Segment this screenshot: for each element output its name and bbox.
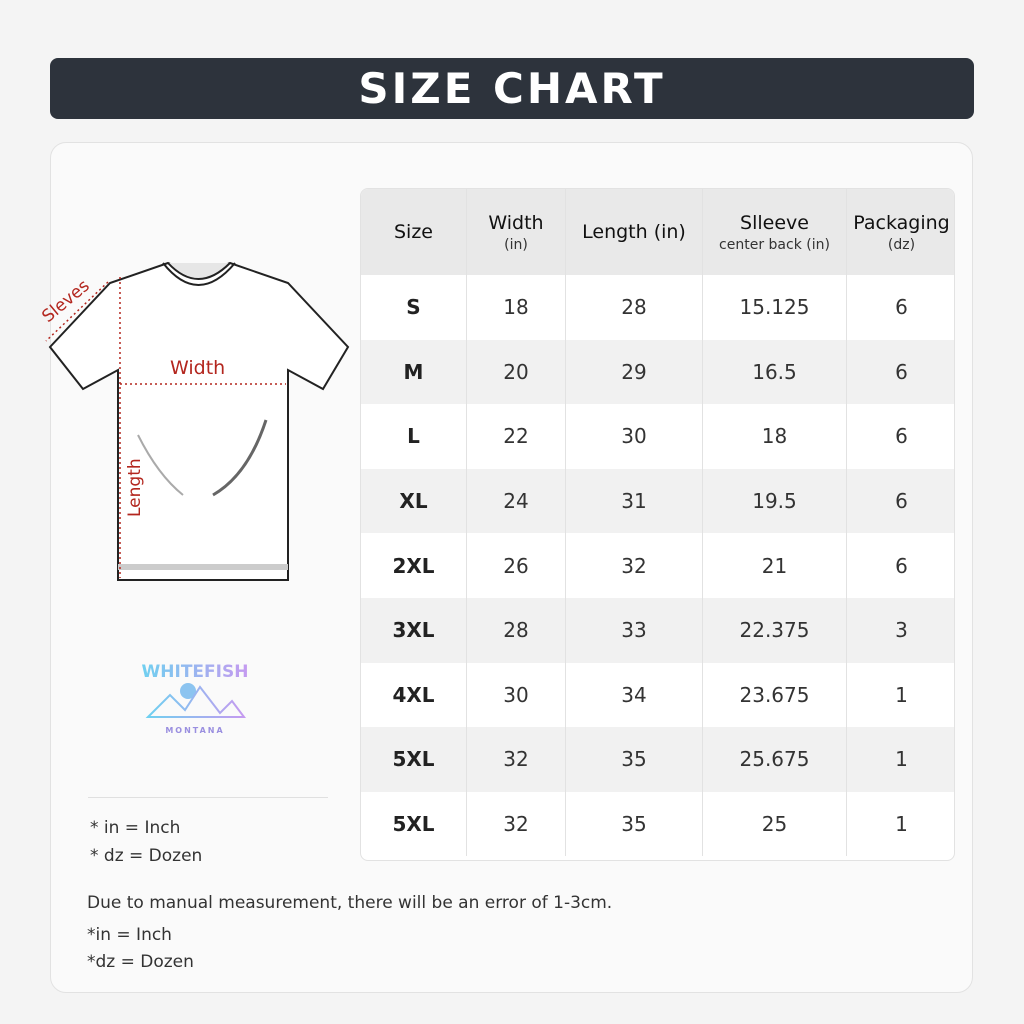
table-row: M 20 29 16.5 6 (361, 339, 954, 405)
cell-packaging: 1 (895, 812, 908, 837)
cell-packaging: 1 (895, 747, 908, 772)
cell-sleeve: 18 (703, 404, 847, 469)
cell-length: 34 (566, 662, 703, 728)
page-title: SIZE CHART (358, 64, 666, 113)
cell-size: L (361, 404, 467, 469)
table-row: S 18 28 15.125 6 (361, 275, 954, 340)
collar (167, 262, 231, 280)
cell-length: 35 (566, 727, 703, 792)
cell-size: 5XL (361, 727, 467, 792)
cell-length: 31 (566, 468, 703, 534)
cell-packaging: 1 (895, 682, 908, 707)
table-row: L 22 30 18 6 (361, 404, 954, 469)
table-row: 4XL 30 34 23.675 1 (361, 662, 954, 728)
legend-dozen: * dz = Dozen (90, 846, 203, 866)
header-length: Length (in) (566, 189, 703, 275)
header-width: Width (in) (467, 189, 566, 275)
cell-sleeve: 23.675 (703, 662, 847, 728)
cell-sleeve: 15.125 (703, 275, 847, 340)
cell-packaging: 6 (895, 359, 908, 384)
footer-note-dozen: *dz = Dozen (87, 952, 194, 972)
header-packaging: Packaging (dz) (853, 211, 950, 253)
table-row: 5XL 32 35 25.675 1 (361, 727, 954, 792)
cell-length: 33 (566, 597, 703, 663)
cell-packaging: 6 (895, 489, 908, 514)
cell-width: 30 (467, 662, 566, 728)
cell-sleeve: 16.5 (703, 339, 847, 405)
table-header-row: Size Width (in) Length (in) Slleeve center… (361, 189, 954, 275)
header-size: Size (361, 189, 467, 275)
cell-size: 3XL (361, 597, 467, 663)
length-label: Length (125, 458, 145, 517)
cell-size: 2XL (361, 533, 467, 598)
cell-sleeve: 25 (703, 791, 847, 857)
cell-packaging: 6 (895, 553, 908, 578)
cell-size: 5XL (361, 791, 467, 857)
cell-packaging: 3 (895, 618, 908, 643)
whitefish-logo: WHITEFISH MONTANA (142, 662, 249, 735)
cell-width: 24 (467, 468, 566, 534)
cell-width: 28 (467, 597, 566, 663)
cell-size: M (361, 339, 467, 405)
cell-width: 26 (467, 533, 566, 598)
cell-sleeve: 25.675 (703, 727, 847, 792)
divider (88, 797, 328, 798)
disclaimer: Due to manual measurement, there will be… (87, 893, 613, 913)
header-sleeve: Slleeve center back (in) (703, 189, 847, 275)
cell-width: 32 (467, 727, 566, 792)
cell-length: 28 (566, 275, 703, 340)
title-bar: SIZE CHART (50, 58, 974, 119)
cell-sleeve: 19.5 (703, 468, 847, 534)
logo-top-text: WHITEFISH (142, 662, 249, 682)
tshirt-diagram: Width Length Sleves (38, 261, 350, 581)
cell-length: 35 (566, 791, 703, 857)
cell-length: 29 (566, 339, 703, 405)
table-row: XL 24 31 19.5 6 (361, 468, 954, 534)
cell-length: 30 (566, 404, 703, 469)
sleeve-measure-line (45, 281, 109, 342)
table-row: 3XL 28 33 22.375 3 (361, 597, 954, 663)
footer-note-inch: *in = Inch (87, 925, 172, 945)
width-label: Width (170, 357, 225, 379)
cell-size: S (361, 275, 467, 340)
cell-sleeve: 22.375 (703, 597, 847, 663)
cell-width: 22 (467, 404, 566, 469)
table-row: 5XL 32 35 25 1 (361, 791, 954, 857)
cell-size: 4XL (361, 662, 467, 728)
cell-length: 32 (566, 533, 703, 598)
cell-width: 18 (467, 275, 566, 340)
table-row: 2XL 26 32 21 6 (361, 533, 954, 598)
cell-packaging: 6 (895, 424, 908, 449)
tshirt-outline (48, 261, 350, 581)
cell-sleeve: 21 (703, 533, 847, 598)
logo-bottom-text: MONTANA (165, 726, 224, 735)
cell-width: 20 (467, 339, 566, 405)
legend-inch: * in = Inch (90, 818, 181, 838)
cell-size: XL (361, 468, 467, 534)
cell-packaging: 6 (895, 295, 908, 320)
size-table: Size Width (in) Length (in) Slleeve center… (360, 188, 955, 861)
cell-width: 32 (467, 791, 566, 857)
